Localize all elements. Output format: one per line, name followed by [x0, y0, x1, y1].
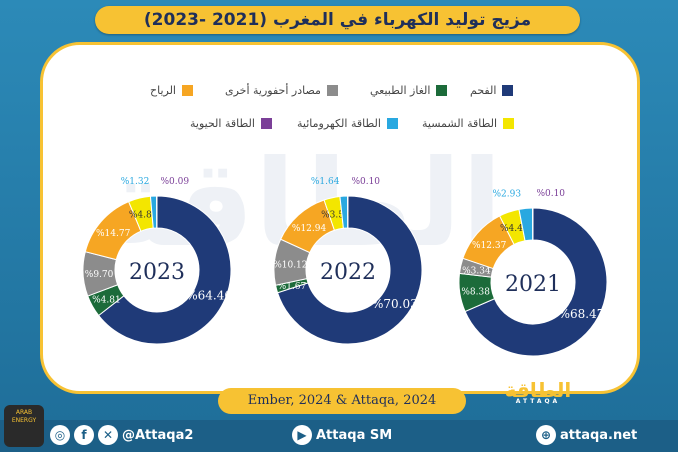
- legend-swatch-coal: [502, 85, 514, 96]
- donut-2023-label-3: %14.77: [96, 229, 131, 239]
- donut-2023-label-5: %1.32: [121, 177, 150, 187]
- donut-2021-label-4: %4.41: [500, 224, 529, 234]
- social-links-left: ◎ f ✕ @Attaqa2: [50, 425, 193, 445]
- website-link: ⊕ attaqa.net: [536, 425, 637, 445]
- legend-label-coal: الفحم: [470, 84, 497, 97]
- donut-2023-label-1: %4.81: [92, 295, 121, 305]
- legend-swatch-hydro: [386, 118, 398, 129]
- donut-2023-label-0: %64.46: [186, 288, 232, 302]
- logo-text: الطاقة: [504, 378, 572, 402]
- donut-2023-slice-0: [97, 195, 232, 345]
- legend-label-other-fossil: مصادر أحفورية أخرى: [225, 84, 321, 97]
- donut-2021-label-3: %12.37: [472, 241, 507, 251]
- globe-icon[interactable]: ⊕: [536, 425, 556, 445]
- facebook-icon[interactable]: f: [74, 425, 94, 445]
- legend-label-gas: الغاز الطبيعي: [370, 84, 431, 97]
- donut-2022-label-6: %0.10: [351, 177, 380, 187]
- donut-2021-label-5: %2.93: [492, 189, 521, 199]
- donut-center-year-2022: 2022: [320, 260, 376, 285]
- donut-2022-label-0: %70.03: [372, 297, 418, 311]
- donut-center-year-2021: 2021: [505, 272, 561, 297]
- legend-other-fossil: مصادر أحفورية أخرى: [225, 84, 338, 97]
- source-banner: Ember, 2024 & Attaqa, 2024: [218, 388, 466, 414]
- title-banner: مزيج توليد الكهرباء في المغرب (2021 -202…: [95, 6, 580, 34]
- legend-label-wind: الرياح: [150, 84, 176, 97]
- legend-swatch-solar: [503, 118, 515, 129]
- donut-2021-label-2: %3.34: [462, 266, 491, 276]
- legend-solar: الطاقة الشمسية: [422, 117, 515, 130]
- legend-swatch-wind: [182, 85, 193, 96]
- twitter-icon[interactable]: ✕: [98, 425, 118, 445]
- donut-2021-label-0: %68.47: [559, 307, 605, 321]
- donut-2022-label-3: %12.94: [292, 224, 327, 234]
- donut-2022-label-1: %1.67: [278, 282, 307, 292]
- legend-label-solar: الطاقة الشمسية: [422, 117, 498, 130]
- donut-2021-label-6: %0.10: [536, 189, 565, 199]
- donut-2022-label-4: %3.50: [321, 210, 350, 220]
- donut-2022-label-5: %1.64: [311, 177, 340, 187]
- chart-title: مزيج توليد الكهرباء في المغرب (2021 -202…: [143, 10, 532, 30]
- donut-center-year-2023: 2023: [129, 260, 185, 285]
- social-links-youtube: ▶ Attaqa SM: [292, 425, 392, 445]
- legend-hydro: الطاقة الكهرومائية: [297, 117, 398, 130]
- website-url[interactable]: attaqa.net: [560, 427, 638, 443]
- legend-swatch-bio: [260, 118, 272, 129]
- donut-2022-label-2: %10.12: [273, 261, 307, 271]
- legend-label-hydro: الطاقة الكهرومائية: [297, 117, 381, 130]
- legend-swatch-other-fossil: [326, 85, 338, 96]
- legend-wind: الرياح: [150, 84, 193, 97]
- arab-energy-badge: ARAB ENERGY: [4, 405, 44, 447]
- youtube-handle[interactable]: Attaqa SM: [316, 427, 393, 443]
- donut-2023-label-2: %9.70: [85, 270, 114, 280]
- youtube-icon[interactable]: ▶: [292, 425, 312, 445]
- logo-sub: ATTAQA: [515, 398, 561, 405]
- legend-swatch-gas: [436, 85, 448, 96]
- instagram-icon[interactable]: ◎: [50, 425, 70, 445]
- donut-charts: %68.47 %8.38 %3.34 %12.37 %4.41 %2.93 %0.10 202…: [82, 177, 608, 357]
- attaqa-logo: الطاقة ATTAQA: [493, 378, 583, 412]
- donut-2023-label-4: %4.84: [129, 211, 158, 221]
- legend-gas: الغاز الطبيعي: [370, 84, 448, 97]
- twitter-handle[interactable]: @Attaqa2: [122, 427, 194, 443]
- donut-2023-label-6: %0.09: [160, 177, 189, 187]
- legend-label-bio: الطاقة الحيوية: [190, 117, 255, 130]
- donut-2022-slice-0: [276, 195, 423, 345]
- legend-bio: الطاقة الحيوية: [190, 117, 272, 130]
- donut-2021-label-1: %8.38: [461, 287, 490, 297]
- donut-2021-slice-0: [464, 207, 608, 357]
- legend-coal: الفحم: [470, 84, 514, 97]
